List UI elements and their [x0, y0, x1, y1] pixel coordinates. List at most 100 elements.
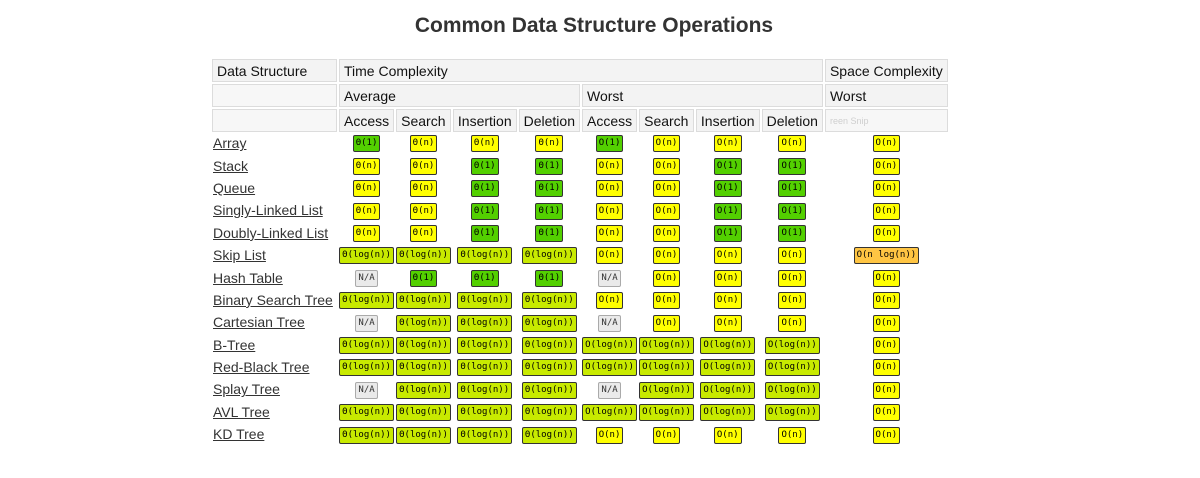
complexity-cell: Θ(log(n)): [519, 336, 580, 356]
complexity-badge: O(n): [872, 426, 901, 444]
complexity-cell: Θ(n): [339, 201, 394, 221]
complexity-badge: O(n): [595, 247, 624, 265]
complexity-cell: Θ(n): [396, 179, 451, 199]
structure-link[interactable]: Hash Table: [213, 269, 283, 286]
complexity-cell: O(log(n)): [762, 380, 823, 400]
complexity-cell: Θ(n): [453, 134, 517, 154]
structure-link[interactable]: KD Tree: [213, 426, 265, 443]
complexity-badge: O(log(n)): [764, 404, 820, 422]
complexity-cell: Θ(1): [519, 179, 580, 199]
complexity-badge: O(log(n)): [639, 381, 694, 399]
complexity-cell: O(n): [639, 425, 694, 445]
table-row: Cartesian Tree N/A Θ(log(n)) Θ(log(n)) Θ(log…: [212, 313, 948, 333]
complexity-badge: O(n): [713, 426, 742, 444]
complexity-badge: Θ(log(n)): [339, 247, 394, 265]
complexity-cell: N/A: [582, 268, 637, 288]
complexity-badge: O(n): [595, 225, 624, 243]
complexity-cell: Θ(log(n)): [453, 425, 517, 445]
structure-link[interactable]: B-Tree: [213, 336, 256, 353]
structure-name-cell: Stack: [212, 156, 337, 176]
structure-name-cell: Array: [212, 134, 337, 154]
complexity-cell: O(n): [825, 134, 948, 154]
complexity-cell: O(n): [582, 425, 637, 445]
complexity-badge: Θ(log(n)): [339, 336, 394, 354]
complexity-cell: O(n): [762, 313, 823, 333]
complexity-badge: Θ(log(n)): [521, 404, 577, 422]
complexity-badge: Θ(log(n)): [339, 292, 394, 310]
complexity-badge: O(1): [713, 180, 742, 198]
complexity-cell: O(n): [639, 134, 694, 154]
complexity-cell: O(n): [825, 313, 948, 333]
complexity-badge: O(n): [652, 135, 681, 153]
complexity-cell: Θ(n): [396, 134, 451, 154]
structure-name-cell: Red-Black Tree: [212, 358, 337, 378]
structure-link[interactable]: Skip List: [213, 247, 266, 264]
structure-link[interactable]: Splay Tree: [213, 381, 280, 398]
complexity-badge: O(log(n)): [582, 359, 637, 377]
table-row: Doubly-Linked List Θ(n) Θ(n) Θ(1) Θ(1) O(n) O(…: [212, 224, 948, 244]
complexity-badge: Θ(n): [409, 135, 438, 153]
complexity-cell: O(1): [696, 179, 760, 199]
structure-link[interactable]: Stack: [213, 157, 249, 174]
complexity-badge: O(n): [713, 269, 742, 287]
complexity-badge: Θ(log(n)): [396, 314, 451, 332]
complexity-badge: Θ(log(n)): [457, 314, 513, 332]
complexity-badge: Θ(log(n)): [457, 359, 513, 377]
structure-link[interactable]: Binary Search Tree: [213, 291, 333, 308]
structure-name-cell: KD Tree: [212, 425, 337, 445]
complexity-badge: O(n): [778, 247, 807, 265]
complexity-cell: Θ(log(n)): [339, 358, 394, 378]
complexity-cell: O(n): [825, 268, 948, 288]
complexity-cell: Θ(log(n)): [453, 336, 517, 356]
complexity-cell: O(n log(n)): [825, 246, 948, 266]
complexity-cell: Θ(log(n)): [453, 313, 517, 333]
complexity-cell: Θ(log(n)): [396, 246, 451, 266]
complexity-cell: O(log(n)): [639, 358, 694, 378]
column-header: Search: [396, 109, 451, 132]
complexity-cell: O(n): [582, 291, 637, 311]
complexity-badge: Θ(1): [470, 225, 499, 243]
structure-link[interactable]: AVL Tree: [213, 403, 270, 420]
complexity-badge: O(n): [595, 292, 624, 310]
complexity-cell: O(n): [825, 291, 948, 311]
complexity-badge: Θ(n): [409, 225, 438, 243]
complexity-badge: Θ(log(n)): [396, 359, 451, 377]
complexity-badge: O(n): [652, 269, 681, 287]
complexity-cell: Θ(log(n)): [396, 425, 451, 445]
complexity-cell: Θ(log(n)): [396, 313, 451, 333]
complexity-badge: Θ(n): [409, 202, 438, 220]
complexity-badge: O(log(n)): [764, 336, 820, 354]
complexity-cell: O(n): [582, 156, 637, 176]
complexity-badge: O(1): [713, 225, 742, 243]
complexity-cell: O(1): [696, 156, 760, 176]
complexity-badge: Θ(log(n)): [457, 404, 513, 422]
complexity-cell: O(n): [582, 179, 637, 199]
complexity-badge: O(log(n)): [700, 404, 756, 422]
structure-link[interactable]: Array: [213, 135, 247, 152]
table-row: AVL Tree Θ(log(n)) Θ(log(n)) Θ(log(n)) Θ(log…: [212, 403, 948, 423]
structure-link[interactable]: Red-Black Tree: [213, 359, 310, 376]
complexity-badge: Θ(log(n)): [396, 404, 451, 422]
complexity-cell: O(1): [696, 224, 760, 244]
complexity-badge: O(1): [778, 202, 807, 220]
complexity-cell: N/A: [339, 313, 394, 333]
structure-link[interactable]: Singly-Linked List: [213, 202, 323, 219]
table-row: Skip List Θ(log(n)) Θ(log(n)) Θ(log(n)) Θ(lo…: [212, 246, 948, 266]
complexity-badge: Θ(log(n)): [396, 247, 451, 265]
complexity-badge: O(n): [872, 359, 901, 377]
structure-link[interactable]: Queue: [213, 179, 256, 196]
header-blank: [212, 109, 337, 132]
complexity-cell: O(1): [762, 224, 823, 244]
table-row: Red-Black Tree Θ(log(n)) Θ(log(n)) Θ(log(n)…: [212, 358, 948, 378]
structure-link[interactable]: Cartesian Tree: [213, 314, 305, 331]
structure-link[interactable]: Doubly-Linked List: [213, 224, 329, 241]
complexity-cell: Θ(n): [519, 134, 580, 154]
complexity-cell: Θ(1): [453, 268, 517, 288]
complexity-badge: O(n): [652, 180, 681, 198]
complexity-cell: O(1): [696, 201, 760, 221]
complexity-badge: O(n): [778, 292, 807, 310]
header-data-structure: Data Structure: [212, 59, 337, 82]
complexity-cell: O(1): [762, 201, 823, 221]
header-worst: Worst: [581, 84, 823, 107]
complexity-cell: O(log(n)): [696, 380, 760, 400]
